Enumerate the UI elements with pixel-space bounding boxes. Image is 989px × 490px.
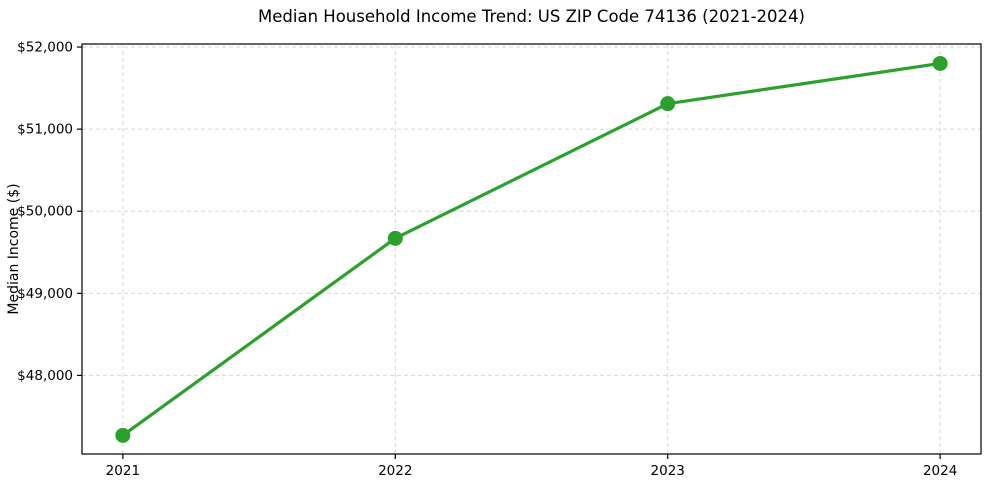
chart-title: Median Household Income Trend: US ZIP Co… xyxy=(258,7,805,26)
y-tick-label: $52,000 xyxy=(17,40,73,56)
data-point-2023 xyxy=(660,96,676,112)
data-point-2022 xyxy=(387,230,403,246)
x-tick-label: 2021 xyxy=(106,463,140,479)
y-tick-label: $50,000 xyxy=(17,204,73,220)
y-tick-label: $51,000 xyxy=(17,122,73,138)
x-tick-label: 2023 xyxy=(651,463,685,479)
y-tick-label: $48,000 xyxy=(17,368,73,384)
x-tick-label: 2022 xyxy=(378,463,412,479)
plot-frame xyxy=(81,43,982,455)
y-tick-label: $49,000 xyxy=(17,286,73,302)
data-point-2021 xyxy=(115,427,131,443)
trend-line xyxy=(121,61,942,437)
data-point-2024 xyxy=(932,55,948,71)
x-tick-label: 2024 xyxy=(923,463,957,479)
